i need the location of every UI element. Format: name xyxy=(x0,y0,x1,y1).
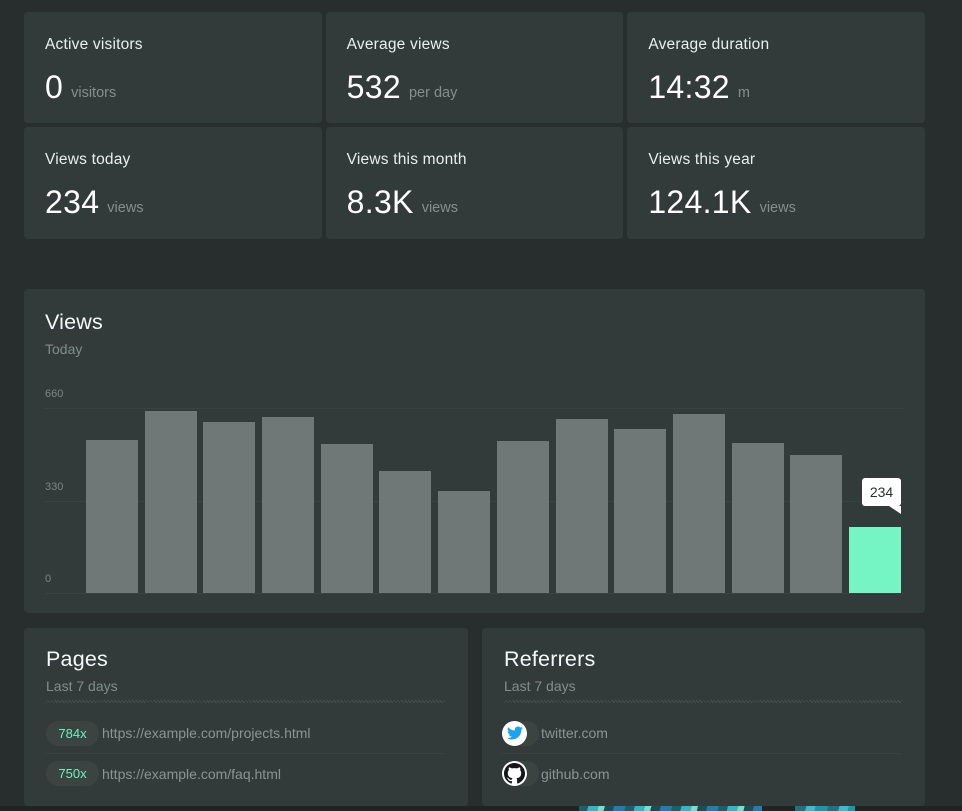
stat-card-active-visitors: Active visitors 0 visitors xyxy=(24,12,322,123)
chart-bar[interactable] xyxy=(262,417,315,593)
stat-unit: m xyxy=(737,85,750,101)
chart-gridline xyxy=(45,408,904,409)
stat-card-average-duration: Average duration 14:32 m xyxy=(627,12,925,123)
referrers-card: Referrers Last 7 days twitter.com github.… xyxy=(482,628,925,806)
pages-header: Pages Last 7 days xyxy=(46,647,118,694)
chart-bar[interactable] xyxy=(614,428,667,593)
pages-list: 784x https://example.com/projects.html 750… xyxy=(46,713,445,793)
stat-unit: per day xyxy=(408,85,458,101)
chart-bar[interactable] xyxy=(438,491,491,593)
chart-tooltip: 234 xyxy=(862,478,901,514)
stat-label: Views today xyxy=(45,151,131,168)
referrers-subtitle: Last 7 days xyxy=(504,678,576,694)
pages-separator xyxy=(46,700,445,703)
chart-header: Views Today xyxy=(45,310,103,357)
referrer-domain: twitter.com xyxy=(541,725,608,741)
stat-label: Views this month xyxy=(346,151,467,168)
stat-value-row: 532 per day xyxy=(347,69,603,106)
stat-label: Active visitors xyxy=(45,36,143,53)
chart-bar[interactable] xyxy=(731,443,784,593)
referrer-domain: github.com xyxy=(541,765,610,782)
chart-bar[interactable] xyxy=(672,413,725,593)
page-count-badge: 750x xyxy=(46,761,99,786)
stat-value: 14:32 xyxy=(648,69,730,105)
chart-gridline xyxy=(45,593,904,594)
referrer-badge xyxy=(502,720,539,746)
chart-bar[interactable] xyxy=(790,455,843,593)
stat-value: 8.3K xyxy=(346,184,414,220)
views-chart-card: Views Today 660 330 0 234 xyxy=(24,289,925,613)
stat-card-views-this-year: Views this year 124.1K views xyxy=(627,127,925,239)
stat-unit: visitors xyxy=(71,85,117,101)
stats-grid: Active visitors 0 visitors Average views 532… xyxy=(24,12,925,239)
referrers-separator xyxy=(504,700,902,703)
stat-label: Views this year xyxy=(648,151,756,168)
chart-bar[interactable] xyxy=(320,443,373,593)
stat-unit: views xyxy=(107,200,144,216)
stat-value: 234 xyxy=(45,184,100,220)
stat-unit: views xyxy=(759,200,796,216)
page-url: https://example.com/projects.html xyxy=(102,725,311,741)
page-count-badge: 784x xyxy=(46,720,99,746)
stat-card-views-today: Views today 234 views xyxy=(24,127,322,239)
page-row[interactable]: 750x https://example.com/faq.html xyxy=(46,753,445,793)
stat-value-row: 124.1K views xyxy=(648,184,904,221)
github-icon xyxy=(502,761,527,786)
twitter-icon xyxy=(502,720,527,746)
stat-label: Average views xyxy=(346,36,450,53)
stat-value-row: 234 views xyxy=(45,184,301,221)
chart-bar[interactable] xyxy=(555,419,608,593)
chart-tooltip-value: 234 xyxy=(869,484,894,500)
referrer-row[interactable]: twitter.com xyxy=(502,713,902,753)
pages-card: Pages Last 7 days 784x https://example.co… xyxy=(24,628,468,806)
chart-bar[interactable] xyxy=(144,411,197,593)
stat-card-views-this-month: Views this month 8.3K views xyxy=(325,127,624,239)
stat-value-row: 14:32 m xyxy=(648,69,904,106)
chart-title: Views xyxy=(45,310,103,334)
referrers-header: Referrers Last 7 days xyxy=(504,647,595,694)
stat-card-average-views: Average views 532 per day xyxy=(325,12,624,123)
stat-label: Average duration xyxy=(648,36,770,53)
chart-y-tick-label: 0 xyxy=(45,573,52,585)
stat-value-row: 0 visitors xyxy=(45,69,301,106)
pages-title: Pages xyxy=(46,647,108,671)
page-url: https://example.com/faq.html xyxy=(102,765,281,782)
chart-y-tick-label: 660 xyxy=(45,388,64,400)
page-row[interactable]: 784x https://example.com/projects.html xyxy=(46,713,445,753)
stat-value-row: 8.3K views xyxy=(347,184,603,221)
teal-image-strip xyxy=(795,806,855,811)
chart-bar[interactable] xyxy=(203,422,256,593)
referrer-badge xyxy=(502,761,539,786)
chart-bar-active[interactable] xyxy=(848,527,901,593)
chart-y-tick-label: 330 xyxy=(45,480,64,493)
chart-tooltip-tail xyxy=(889,506,901,514)
referrers-list: twitter.com github.com xyxy=(502,713,902,793)
chart-bar[interactable] xyxy=(86,440,138,593)
chart-bar[interactable] xyxy=(379,471,432,593)
referrers-title: Referrers xyxy=(504,647,596,671)
bottom-band xyxy=(0,806,962,811)
pages-subtitle: Last 7 days xyxy=(46,678,118,694)
chart-bars xyxy=(86,408,901,593)
teal-image-strip xyxy=(579,806,762,811)
stat-value: 532 xyxy=(346,69,401,105)
chart-subtitle: Today xyxy=(45,341,83,357)
stat-value: 124.1K xyxy=(648,184,752,220)
stat-value: 0 xyxy=(45,69,64,105)
chart-bar[interactable] xyxy=(496,441,549,593)
stat-unit: views xyxy=(421,200,458,216)
referrer-row[interactable]: github.com xyxy=(502,753,902,793)
